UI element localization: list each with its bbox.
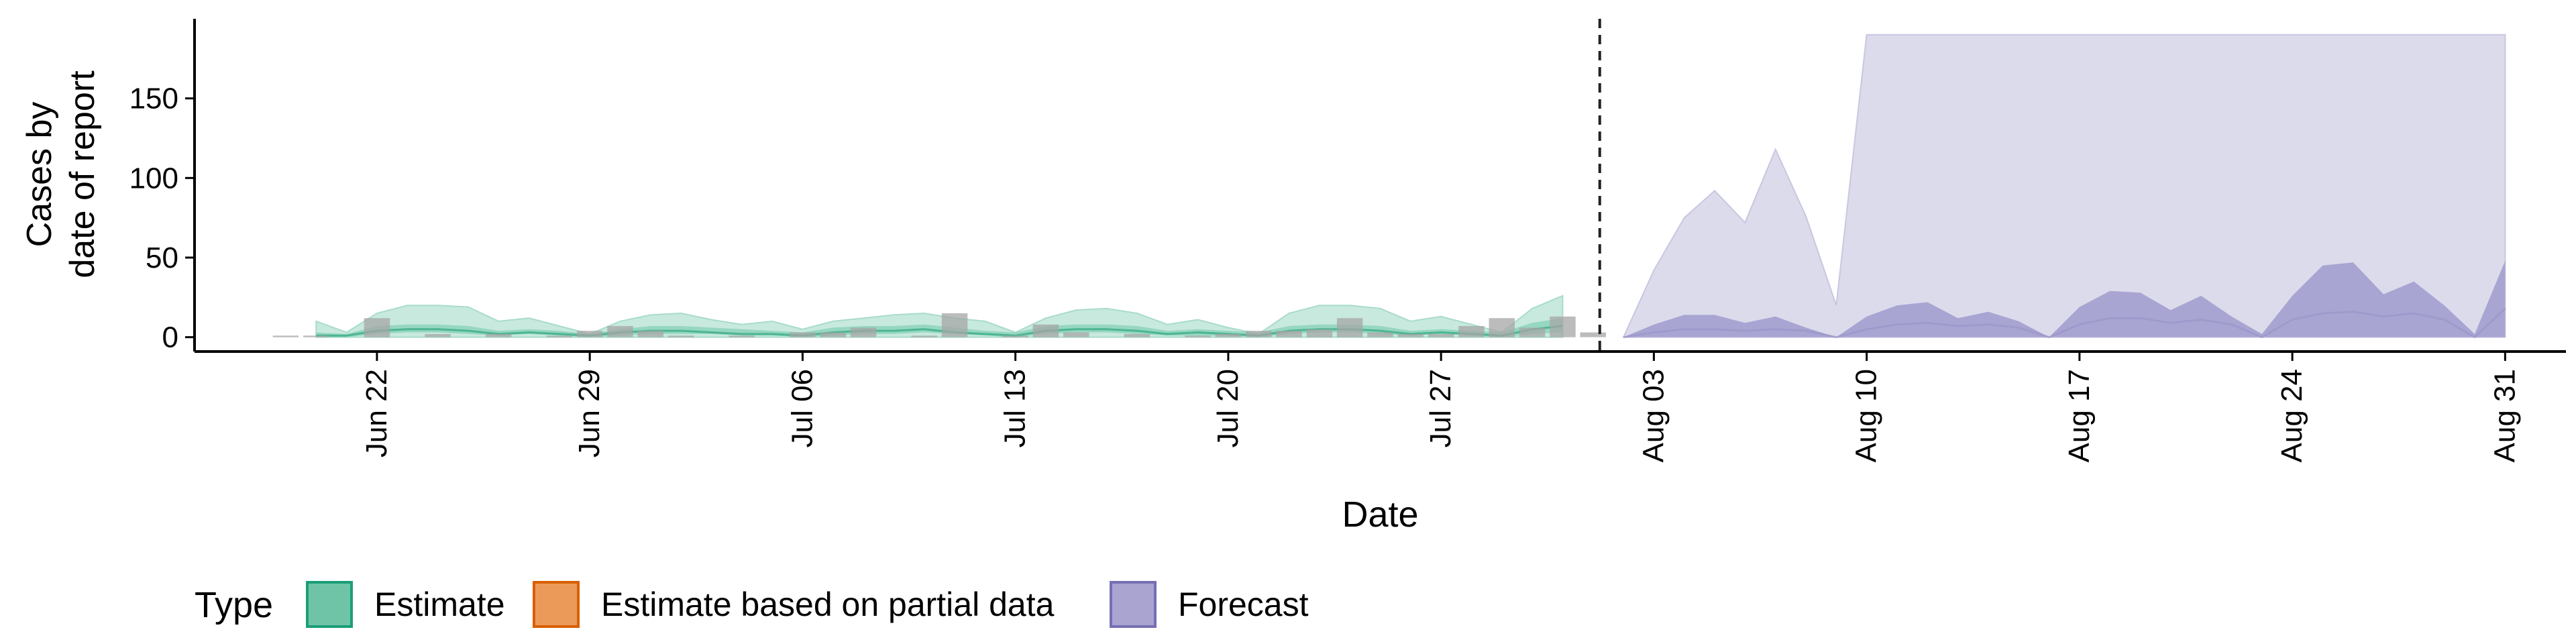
y-tick-label: 50 [146,241,178,274]
observed-bar [1215,333,1242,337]
observed-bar [1063,332,1089,337]
observed-bar [911,335,937,337]
legend: Type Estimate Estimate based on partial d… [195,581,1309,628]
x-tick-label: Aug 24 [2275,369,2308,462]
x-tick-label: Jul 06 [786,369,818,447]
observed-bar [1519,327,1546,337]
legend-title: Type [195,585,273,625]
observed-bar [637,331,663,337]
axes: 0 50 100 150 Jun 22 Jun 29 Jul 06 Jul 13 Jul 20 J… [129,19,2566,462]
x-tick-label: Jul 20 [1212,369,1244,447]
legend-label: Forecast [1178,586,1309,623]
x-tick-label: Aug 10 [1850,369,1883,462]
forecast-band-50 [1623,260,2506,337]
observed-bar [1032,324,1059,337]
observed-bar [790,332,816,337]
x-tick-label: Aug 31 [2488,369,2521,462]
plot-areas [315,34,2506,339]
observed-bar [1002,335,1028,337]
x-axis-title: Date [1342,494,1418,535]
x-tick-label: Aug 03 [1637,369,1670,462]
observed-bar [1367,332,1393,337]
y-axis-title-line-1: Cases by [20,102,59,248]
observed-bar [1185,335,1211,337]
observed-bars [272,313,1606,337]
observed-bar [1246,331,1272,337]
observed-bar [485,333,512,337]
observed-bar [607,326,633,337]
legend-swatch [533,581,580,628]
observed-bar [1336,318,1363,337]
observed-bar [1489,318,1515,337]
legend-label: Estimate based on partial data [601,586,1055,623]
observed-bar [850,327,877,337]
observed-bar [1397,333,1424,337]
observed-bar [941,313,968,337]
y-tick-label: 0 [162,321,178,354]
observed-bar [272,335,299,337]
y-tick-label: 100 [129,162,178,195]
observed-bar [1124,333,1150,337]
observed-bar [1306,329,1333,337]
y-tick-label: 150 [129,83,178,115]
x-tick-label: Jul 27 [1424,369,1457,447]
observed-bar [1428,333,1454,337]
observed-bar [1580,332,1606,337]
observed-bar [364,318,390,337]
x-tick-label: Jun 22 [360,369,393,458]
forecast-median-line [1623,307,2506,339]
legend-label: Estimate [374,586,505,623]
x-tick-label: Aug 17 [2063,369,2096,462]
y-axis-title-line-2: date of report [63,70,102,278]
observed-bar [729,335,755,337]
observed-bar [820,332,846,337]
legend-swatch [306,581,353,628]
observed-bar [667,335,694,337]
x-tick-label: Jun 29 [573,369,606,458]
observed-bar [1550,316,1576,337]
observed-bar [425,333,451,337]
observed-bar [1276,331,1302,337]
observed-bar [576,331,603,337]
y-axis-title: Cases by date of report [20,70,102,278]
observed-bar [1458,326,1485,337]
legend-swatch [1110,581,1157,628]
observed-bar [546,335,573,337]
observed-bar [303,335,329,337]
x-tick-label: Jul 13 [999,369,1032,447]
